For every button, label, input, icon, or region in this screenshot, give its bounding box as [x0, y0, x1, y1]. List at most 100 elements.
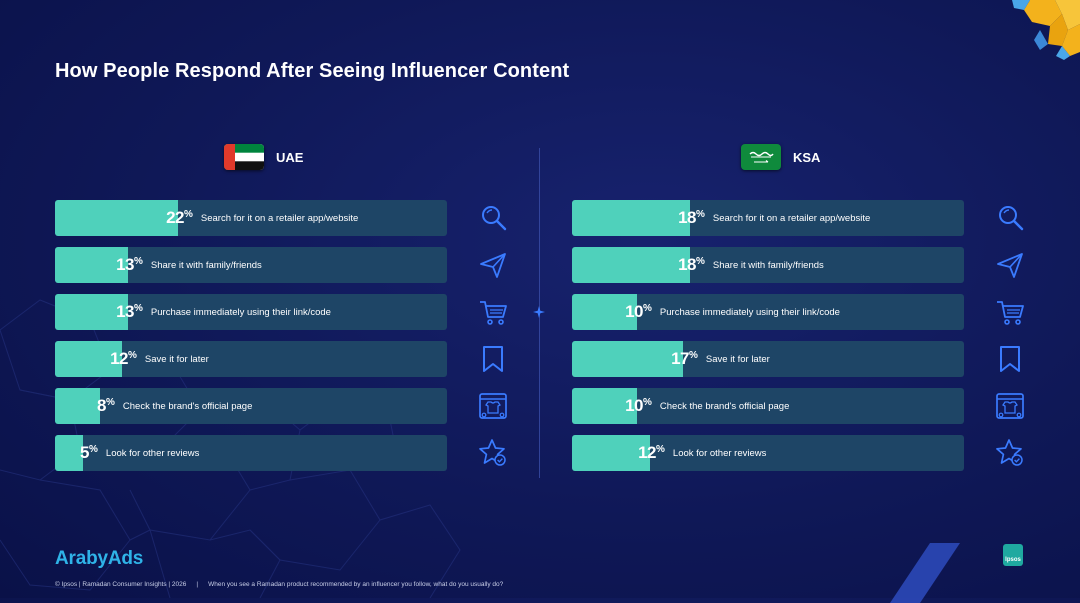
- cart-icon: [997, 301, 1024, 325]
- percent-sign: %: [696, 256, 705, 267]
- bar-fill: [572, 341, 683, 377]
- send-icon: [480, 253, 506, 278]
- bar-value-label: 12: [110, 349, 128, 368]
- bar-value-label: 17: [671, 349, 689, 368]
- percent-sign: %: [184, 209, 193, 220]
- bar-value-label: 12: [638, 443, 656, 462]
- percent-sign: %: [689, 350, 698, 361]
- bar-label-group: 18% Share it with family/friends: [678, 247, 824, 283]
- bar-fill: [55, 341, 122, 377]
- footer-question: When you see a Ramadan product recommend…: [208, 581, 504, 588]
- bar-label-group: 13% Purchase immediately using their link…: [116, 294, 331, 330]
- country-name-uae: UAE: [276, 149, 304, 165]
- bar-row-check-the-brand-s-official-page: 10% Check the brand's official page: [572, 388, 964, 424]
- bar-label-group: 10% Check the brand's official page: [625, 388, 789, 424]
- bar-row-share-it-with-family-friends: 18% Share it with family/friends: [572, 247, 964, 283]
- bar-value-label: 8: [97, 396, 106, 415]
- footer: © Ipsos | Ramadan Consumer Insights | 20…: [55, 581, 503, 588]
- bar-row-purchase-immediately-using-their-link-code: 10% Purchase immediately using their link…: [572, 294, 964, 330]
- percent-sign: %: [106, 397, 115, 408]
- bar-label-group: 12% Look for other reviews: [638, 435, 766, 471]
- bar-row-purchase-immediately-using-their-link-code: 13% Purchase immediately using their link…: [55, 294, 447, 330]
- bar-value-label: 10: [625, 396, 643, 415]
- bar-label-group: 18% Search for it on a retailer app/websi…: [678, 200, 870, 236]
- percent-sign: %: [134, 303, 143, 314]
- bar-fill: [55, 247, 128, 283]
- bar-label-group: 8% Check the brand's official page: [97, 388, 252, 424]
- star-check-icon: [479, 439, 506, 466]
- percent-sign: %: [643, 303, 652, 314]
- bar-label-group: 10% Purchase immediately using their link…: [625, 294, 840, 330]
- shop-icon: [996, 393, 1024, 419]
- bar-category-label: Check the brand's official page: [122, 400, 253, 412]
- country-header-ksa: KSA: [741, 142, 820, 172]
- percent-sign: %: [643, 397, 652, 408]
- search-icon: [482, 206, 507, 231]
- uae-flag-icon: [224, 144, 264, 170]
- bar-fill: [55, 294, 128, 330]
- bookmark-icon: [483, 346, 503, 372]
- bar-label-group: 12% Save it for later: [110, 341, 209, 377]
- decorative-stripe: [890, 543, 960, 603]
- bar-value-label: 18: [678, 255, 696, 274]
- bar-category-label: Share it with family/friends: [150, 259, 262, 271]
- footer-separator: |: [196, 581, 199, 588]
- bar-category-label: Look for other reviews: [105, 447, 200, 459]
- send-icon: [997, 253, 1023, 278]
- cart-icon: [480, 301, 507, 325]
- bar-value-label: 22: [166, 208, 184, 227]
- bar-category-label: Save it for later: [144, 353, 209, 365]
- bar-category-label: Purchase immediately using their link/co…: [150, 306, 331, 318]
- search-icon: [999, 206, 1024, 231]
- bar-category-label: Search for it on a retailer app/website: [200, 212, 359, 224]
- bar-category-label: Search for it on a retailer app/website: [712, 212, 871, 224]
- percent-sign: %: [656, 444, 665, 455]
- bar-row-look-for-other-reviews: 5% Look for other reviews: [55, 435, 447, 471]
- percent-sign: %: [134, 256, 143, 267]
- bar-row-search-for-it-on-a-retailer-app-website: 22% Search for it on a retailer app/websi…: [55, 200, 447, 236]
- bar-label-group: 13% Share it with family/friends: [116, 247, 262, 283]
- ipsos-logo: Ipsos: [1003, 544, 1023, 566]
- bar-value-label: 13: [116, 255, 134, 274]
- bar-category-label: Look for other reviews: [672, 447, 767, 459]
- bar-row-search-for-it-on-a-retailer-app-website: 18% Search for it on a retailer app/websi…: [572, 200, 964, 236]
- corner-decoration: [1012, 0, 1080, 60]
- page-title: How People Respond After Seeing Influenc…: [55, 60, 570, 82]
- ksa-flag-icon: [741, 144, 781, 170]
- bar-fill: [55, 435, 83, 471]
- bar-fill: [572, 200, 690, 236]
- bar-row-save-it-for-later: 17% Save it for later: [572, 341, 964, 377]
- bar-row-check-the-brand-s-official-page: 8% Check the brand's official page: [55, 388, 447, 424]
- shop-icon: [479, 393, 507, 419]
- bar-label-group: 17% Save it for later: [671, 341, 770, 377]
- percent-sign: %: [89, 444, 98, 455]
- star-check-icon: [996, 439, 1023, 466]
- bar-fill: [55, 200, 178, 236]
- bar-value-label: 13: [116, 302, 134, 321]
- bar-fill: [572, 388, 637, 424]
- bar-row-share-it-with-family-friends: 13% Share it with family/friends: [55, 247, 447, 283]
- percent-sign: %: [128, 350, 137, 361]
- bar-fill: [572, 435, 650, 471]
- country-header-uae: UAE: [224, 142, 303, 172]
- bar-value-label: 10: [625, 302, 643, 321]
- ipsos-logo-label: Ipsos: [1005, 557, 1021, 563]
- bar-category-label: Check the brand's official page: [659, 400, 790, 412]
- bar-row-save-it-for-later: 12% Save it for later: [55, 341, 447, 377]
- bar-value-label: 18: [678, 208, 696, 227]
- country-name-ksa: KSA: [793, 149, 821, 165]
- bar-category-label: Save it for later: [705, 353, 770, 365]
- bar-label-group: 22% Search for it on a retailer app/websi…: [166, 200, 358, 236]
- percent-sign: %: [696, 209, 705, 220]
- bar-fill: [55, 388, 100, 424]
- bookmark-icon: [1000, 346, 1020, 372]
- bar-category-label: Share it with family/friends: [712, 259, 824, 271]
- bar-row-look-for-other-reviews: 12% Look for other reviews: [572, 435, 964, 471]
- bar-value-label: 5: [80, 443, 89, 462]
- bar-fill: [572, 294, 637, 330]
- divider-star-icon: [533, 306, 545, 318]
- arabyads-logo: ArabyAds: [55, 548, 144, 569]
- bar-fill: [572, 247, 690, 283]
- bar-category-label: Purchase immediately using their link/co…: [659, 306, 840, 318]
- bar-label-group: 5% Look for other reviews: [80, 435, 199, 471]
